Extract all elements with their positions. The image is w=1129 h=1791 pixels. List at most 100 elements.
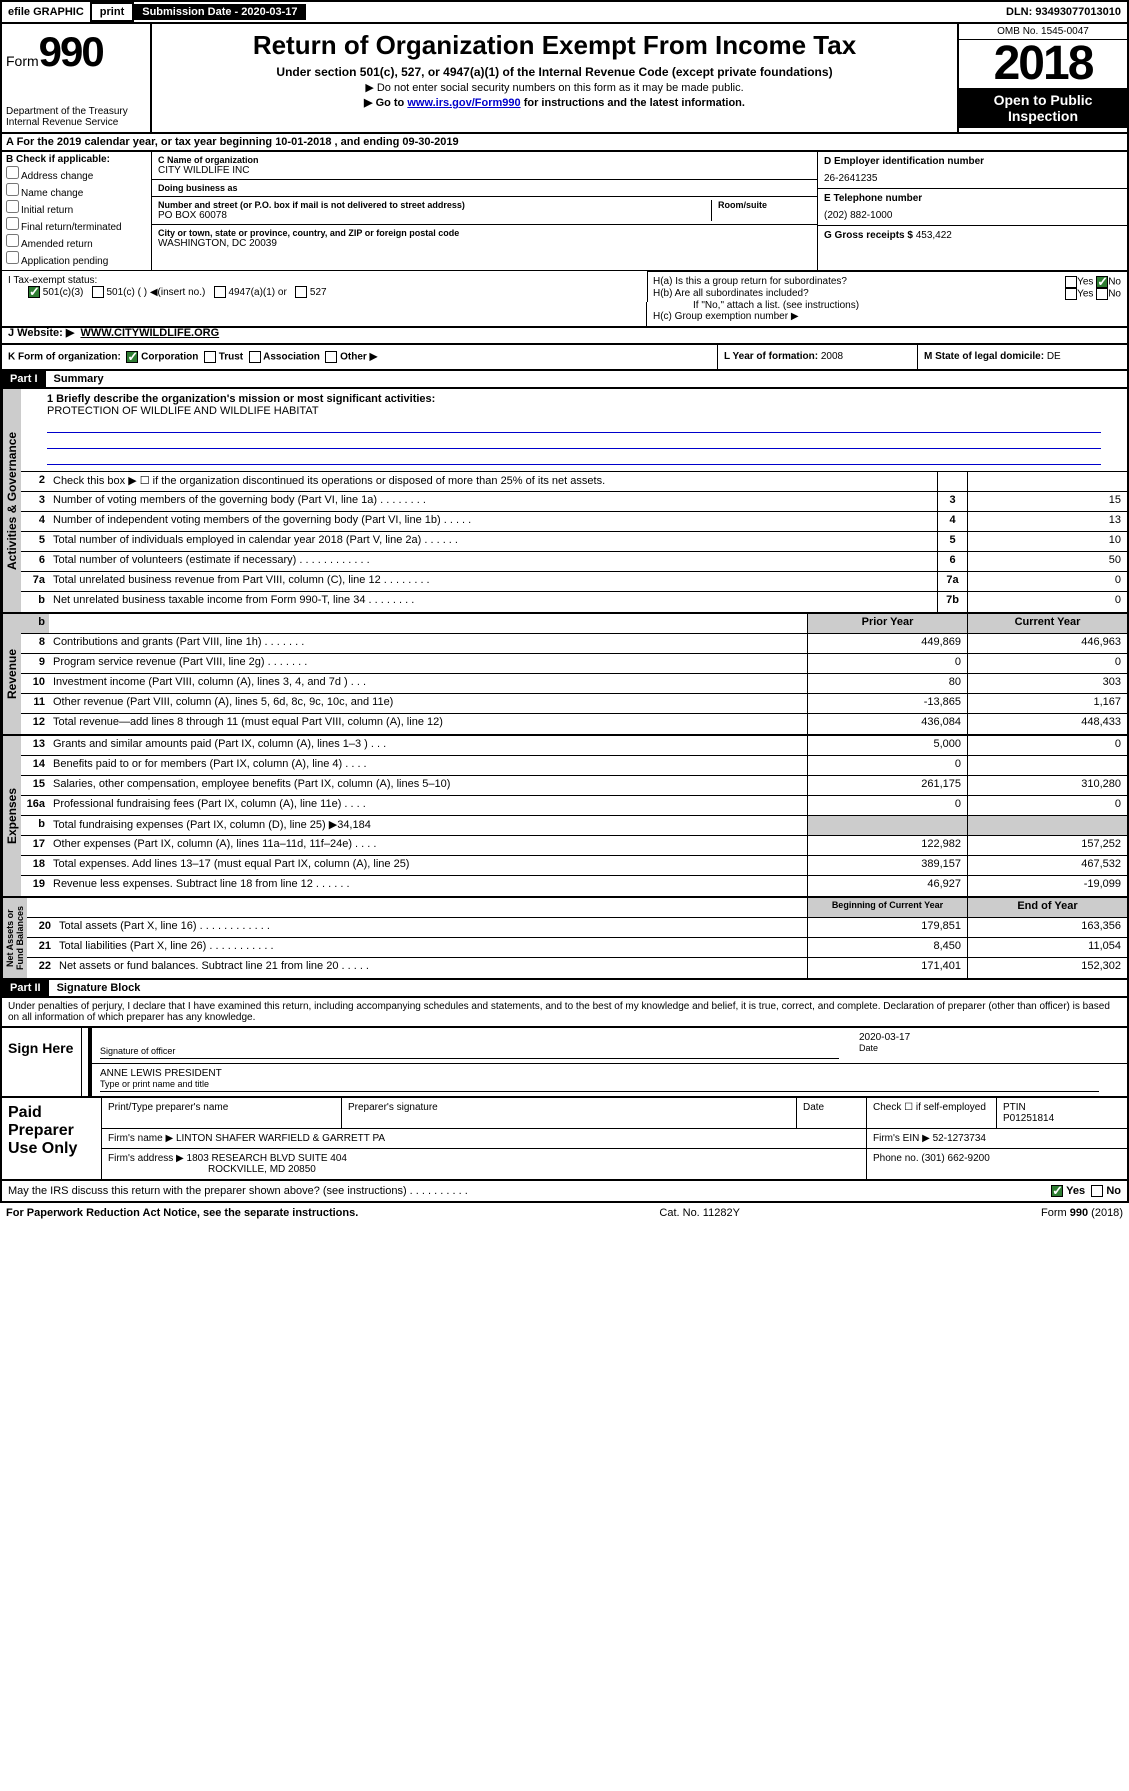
section-k-l-m: K Form of organization: Corporation Trus… bbox=[0, 345, 1129, 371]
table-row: 22Net assets or fund balances. Subtract … bbox=[27, 958, 1127, 978]
table-row: 18Total expenses. Add lines 13–17 (must … bbox=[21, 856, 1127, 876]
department-label: Department of the Treasury Internal Reve… bbox=[6, 106, 146, 128]
vtab-activities: Activities & Governance bbox=[2, 389, 21, 612]
ein-label: D Employer identification number bbox=[824, 156, 1121, 167]
top-bar: efile GRAPHIC print Submission Date - 20… bbox=[0, 0, 1129, 24]
signature-line: Signature of officer 2020-03-17 Date bbox=[88, 1028, 1127, 1064]
note2-post: for instructions and the latest informat… bbox=[521, 97, 745, 109]
firm-addr1: 1803 RESEARCH BLVD SUITE 404 bbox=[187, 1153, 347, 1164]
gross-receipts-label: G Gross receipts $ bbox=[824, 230, 913, 241]
vtab-revenue: Revenue bbox=[2, 614, 21, 734]
ptin-value: P01251814 bbox=[1003, 1113, 1121, 1124]
tax-status-label: I Tax-exempt status: bbox=[8, 275, 97, 286]
section-l-year: L Year of formation: 2008 bbox=[717, 345, 917, 369]
sign-here-label: Sign Here bbox=[2, 1028, 82, 1096]
org-name: CITY WILDLIFE INC bbox=[158, 165, 811, 176]
firm-phone-label: Phone no. bbox=[873, 1153, 919, 1164]
sign-date-label: Date bbox=[859, 1043, 1119, 1053]
expenses-grid: Expenses 13Grants and similar amounts pa… bbox=[0, 736, 1129, 898]
table-row: 20Total assets (Part X, line 16) . . . .… bbox=[27, 918, 1127, 938]
mission-text: PROTECTION OF WILDLIFE AND WILDLIFE HABI… bbox=[47, 405, 1101, 417]
h-b-note: If "No," attach a list. (see instruction… bbox=[653, 300, 1121, 311]
column-headers-row-2: Beginning of Current Year End of Year bbox=[27, 898, 1127, 918]
section-b-header: B Check if applicable: bbox=[6, 154, 147, 165]
perjury-statement: Under penalties of perjury, I declare th… bbox=[0, 998, 1129, 1028]
website-link[interactable]: WWW.CITYWILDLIFE.ORG bbox=[80, 327, 219, 339]
efile-label: efile GRAPHIC bbox=[2, 4, 90, 20]
discuss-row: May the IRS discuss this return with the… bbox=[0, 1181, 1129, 1203]
header-title-block: Return of Organization Exempt From Incom… bbox=[152, 24, 957, 132]
begin-year-header: Beginning of Current Year bbox=[807, 898, 967, 917]
table-row: 12Total revenue—add lines 8 through 11 (… bbox=[21, 714, 1127, 734]
form-version: Form 990 (2018) bbox=[1041, 1207, 1123, 1219]
self-employed-check: Check ☐ if self-employed bbox=[867, 1098, 997, 1128]
instructions-link[interactable]: www.irs.gov/Form990 bbox=[407, 97, 520, 109]
cat-number: Cat. No. 11282Y bbox=[659, 1207, 740, 1219]
activities-governance-grid: Activities & Governance 1 Briefly descri… bbox=[0, 389, 1129, 614]
section-m-domicile: M State of legal domicile: DE bbox=[917, 345, 1127, 369]
h-a-label: H(a) Is this a group return for subordin… bbox=[653, 276, 847, 288]
phone-label: E Telephone number bbox=[824, 193, 1121, 204]
table-row: 9Program service revenue (Part VIII, lin… bbox=[21, 654, 1127, 674]
revenue-grid: Revenue b Prior Year Current Year 8Contr… bbox=[0, 614, 1129, 736]
chk-final-return[interactable]: Final return/terminated bbox=[6, 217, 147, 233]
section-a-tax-year: A For the 2019 calendar year, or tax yea… bbox=[0, 134, 1129, 152]
officer-printed-name: ANNE LEWIS PRESIDENT bbox=[100, 1068, 1099, 1079]
dba-label: Doing business as bbox=[158, 183, 811, 193]
table-row: 4Number of independent voting members of… bbox=[21, 512, 1127, 532]
part-2-header-row: Part II Signature Block bbox=[0, 980, 1129, 998]
mission-line bbox=[47, 451, 1101, 465]
submission-date: Submission Date - 2020-03-17 bbox=[134, 4, 305, 20]
printed-name-label: Type or print name and title bbox=[100, 1079, 1099, 1089]
note2-pre: ▶ Go to bbox=[364, 97, 407, 109]
chk-address-change[interactable]: Address change bbox=[6, 166, 147, 182]
part-1-header-row: Part I Summary bbox=[0, 371, 1129, 389]
mission-label: 1 Briefly describe the organization's mi… bbox=[47, 393, 435, 405]
part-2-title: Signature Block bbox=[49, 980, 149, 996]
table-row: 21Total liabilities (Part X, line 26) . … bbox=[27, 938, 1127, 958]
chk-application-pending[interactable]: Application pending bbox=[6, 251, 147, 267]
column-headers-row: b Prior Year Current Year bbox=[21, 614, 1127, 634]
preparer-header-row: Print/Type preparer's name Preparer's si… bbox=[102, 1098, 1127, 1129]
address-label: Number and street (or P.O. box if mail i… bbox=[158, 200, 711, 210]
gross-receipts-value: 453,422 bbox=[916, 230, 952, 241]
net-assets-grid: Net Assets orFund Balances Beginning of … bbox=[0, 898, 1129, 980]
chk-name-change[interactable]: Name change bbox=[6, 183, 147, 199]
table-row: 3Number of voting members of the governi… bbox=[21, 492, 1127, 512]
prior-year-header: Prior Year bbox=[807, 614, 967, 633]
room-label: Room/suite bbox=[718, 200, 811, 210]
chk-amended-return[interactable]: Amended return bbox=[6, 234, 147, 250]
form-subtitle: Under section 501(c), 527, or 4947(a)(1)… bbox=[158, 65, 951, 79]
chk-initial-return[interactable]: Initial return bbox=[6, 200, 147, 216]
table-row: bNet unrelated business taxable income f… bbox=[21, 592, 1127, 612]
current-year-header: Current Year bbox=[967, 614, 1127, 633]
table-row: 5Total number of individuals employed in… bbox=[21, 532, 1127, 552]
form-number: Form990 bbox=[6, 28, 146, 76]
print-button[interactable]: print bbox=[90, 2, 134, 22]
mission-block: 1 Briefly describe the organization's mi… bbox=[21, 389, 1127, 472]
ptin-label: PTIN bbox=[1003, 1102, 1121, 1113]
vtab-expenses: Expenses bbox=[2, 736, 21, 896]
firm-name-label: Firm's name ▶ bbox=[108, 1133, 173, 1144]
mission-line bbox=[47, 435, 1101, 449]
h-b-label: H(b) Are all subordinates included? bbox=[653, 288, 809, 300]
firm-phone: (301) 662-9200 bbox=[921, 1153, 989, 1164]
officer-sig-label: Signature of officer bbox=[100, 1046, 839, 1056]
table-row: 16aProfessional fundraising fees (Part I… bbox=[21, 796, 1127, 816]
sign-date: 2020-03-17 bbox=[859, 1032, 1119, 1043]
paid-preparer-label: Paid Preparer Use Only bbox=[2, 1098, 102, 1179]
city-value: WASHINGTON, DC 20039 bbox=[158, 238, 811, 249]
paid-preparer-block: Paid Preparer Use Only Print/Type prepar… bbox=[0, 1098, 1129, 1181]
table-row: 2Check this box ▶ ☐ if the organization … bbox=[21, 472, 1127, 492]
header-right: OMB No. 1545-0047 2018 Open to Public In… bbox=[957, 24, 1127, 132]
table-row: 13Grants and similar amounts paid (Part … bbox=[21, 736, 1127, 756]
ein-value: 26-2641235 bbox=[824, 167, 1121, 184]
table-row: 7aTotal unrelated business revenue from … bbox=[21, 572, 1127, 592]
firm-addr-label: Firm's address ▶ bbox=[108, 1153, 184, 1164]
section-c-org-info: C Name of organization CITY WILDLIFE INC… bbox=[152, 152, 817, 270]
form-990-number: 990 bbox=[39, 28, 103, 75]
entity-block: B Check if applicable: Address change Na… bbox=[0, 152, 1129, 272]
name-line: ANNE LEWIS PRESIDENT Type or print name … bbox=[88, 1064, 1127, 1096]
table-row: bTotal fundraising expenses (Part IX, co… bbox=[21, 816, 1127, 836]
table-row: 15Salaries, other compensation, employee… bbox=[21, 776, 1127, 796]
